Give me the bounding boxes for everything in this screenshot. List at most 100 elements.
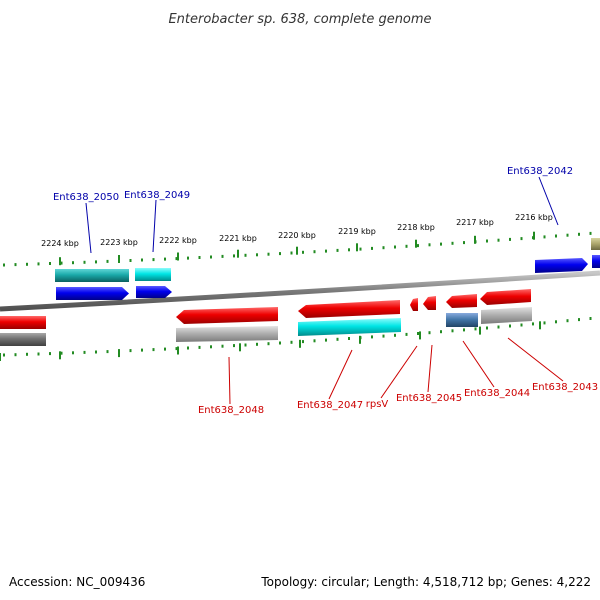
gene-label-ent638-2050[interactable]: Ent638_2050 xyxy=(53,192,119,203)
minor-tick xyxy=(3,263,5,267)
minor-tick xyxy=(244,343,247,347)
gene-feature-ent638-2048[interactable] xyxy=(176,326,278,342)
minor-tick xyxy=(451,241,454,245)
gene-label-ent638-2049[interactable]: Ent638_2049 xyxy=(124,190,190,201)
minor-tick xyxy=(106,259,109,263)
gene-feature[interactable] xyxy=(0,333,46,346)
minor-tick xyxy=(497,238,500,242)
minor-tick xyxy=(256,342,258,346)
gene-feature[interactable] xyxy=(55,269,129,282)
minor-tick xyxy=(348,337,350,340)
major-tick xyxy=(299,339,301,348)
major-tick xyxy=(415,239,417,248)
scale-label: 2221 kbp xyxy=(219,234,257,243)
minor-tick xyxy=(440,242,442,246)
minor-tick xyxy=(187,256,189,260)
minor-tick xyxy=(336,337,339,341)
minor-tick xyxy=(325,249,327,253)
accession-text: Accession: NC_009436 xyxy=(9,575,145,589)
minor-tick xyxy=(141,348,143,352)
cds-feature-rpsv[interactable] xyxy=(410,298,418,311)
minor-tick xyxy=(302,250,304,254)
minor-tick xyxy=(60,261,63,265)
gene-label-rpsv[interactable]: rpsV xyxy=(366,399,389,410)
major-tick xyxy=(0,353,1,361)
major-tick xyxy=(59,351,61,360)
scale-label: 2220 kbp xyxy=(278,231,316,240)
major-tick xyxy=(239,343,241,352)
scale-label: 2216 kbp xyxy=(515,213,553,222)
major-tick xyxy=(359,335,361,344)
major-tick xyxy=(118,349,120,358)
gene-feature-ent638-2047[interactable] xyxy=(298,318,401,336)
cds-feature-ent638-2049[interactable] xyxy=(136,286,172,298)
cds-feature-ent638-2047[interactable] xyxy=(298,300,400,318)
minor-tick xyxy=(589,231,592,235)
minor-tick xyxy=(313,339,316,343)
genome-backbone xyxy=(0,270,600,312)
minor-tick xyxy=(543,235,546,239)
minor-tick xyxy=(49,352,51,356)
cds-feature[interactable] xyxy=(592,255,600,268)
cds-feature-ent638-2050[interactable] xyxy=(56,287,129,300)
minor-tick xyxy=(256,253,258,257)
other-feature[interactable] xyxy=(591,238,600,250)
minor-tick xyxy=(210,255,212,259)
gene-label-ent638-2048[interactable]: Ent638_2048 xyxy=(198,405,264,416)
gene-feature-ent638-2044[interactable] xyxy=(446,313,478,327)
gene-label-ent638-2042[interactable]: Ent638_2042 xyxy=(507,166,573,177)
minor-tick xyxy=(474,327,477,331)
gene-label-ent638-2043[interactable]: Ent638_2043 xyxy=(532,382,598,393)
gene-feature-ent638-2043[interactable] xyxy=(481,307,532,324)
minor-tick xyxy=(371,335,373,339)
major-tick xyxy=(177,346,179,355)
minor-tick xyxy=(164,257,166,261)
minor-tick xyxy=(14,353,17,357)
minor-tick xyxy=(589,317,592,320)
major-tick xyxy=(356,243,358,252)
minor-tick xyxy=(486,239,488,243)
minor-tick xyxy=(509,324,511,328)
minor-tick xyxy=(313,250,316,254)
minor-tick xyxy=(497,325,500,329)
cds-feature[interactable] xyxy=(0,316,46,329)
gene-label-ent638-2047[interactable]: Ent638_2047 xyxy=(297,400,363,411)
minor-tick xyxy=(520,237,523,241)
minor-tick xyxy=(129,349,132,353)
major-tick xyxy=(177,252,179,261)
minor-tick xyxy=(428,243,431,247)
minor-tick xyxy=(532,322,534,326)
minor-tick xyxy=(555,234,557,238)
major-tick xyxy=(539,321,541,330)
minor-tick xyxy=(302,340,304,344)
cds-feature-ent638-2048[interactable] xyxy=(176,307,278,324)
minor-tick xyxy=(371,246,373,250)
minor-tick xyxy=(267,342,270,346)
scale-labels: 2224 kbp 2223 kbp 2222 kbp 2221 kbp 2220… xyxy=(41,213,553,248)
cds-feature-ent638-2045[interactable] xyxy=(423,296,436,310)
gene-label-ent638-2044[interactable]: Ent638_2044 xyxy=(464,388,530,399)
minor-tick xyxy=(198,256,201,259)
cds-feature-ent638-2042[interactable] xyxy=(535,258,588,273)
minor-tick xyxy=(428,331,431,335)
minor-tick xyxy=(267,252,270,256)
cds-feature-ent638-2043[interactable] xyxy=(480,289,531,305)
gene-feature[interactable] xyxy=(135,268,171,281)
minor-tick xyxy=(210,345,212,349)
leader-lines xyxy=(85,176,564,405)
minor-tick xyxy=(394,333,396,337)
minor-tick xyxy=(578,318,580,322)
minor-tick xyxy=(509,237,511,241)
major-tick xyxy=(479,326,481,335)
gene-label-ent638-2045[interactable]: Ent638_2045 xyxy=(396,393,462,404)
minor-tick xyxy=(279,252,281,256)
scale-label: 2219 kbp xyxy=(338,227,376,236)
major-tick xyxy=(59,257,61,266)
minor-tick xyxy=(187,346,189,350)
cds-feature-ent638-2044[interactable] xyxy=(446,294,477,308)
minor-tick xyxy=(359,247,362,251)
minor-tick xyxy=(37,262,40,266)
minor-tick xyxy=(175,347,178,351)
minor-tick xyxy=(394,245,396,249)
map-title: Enterobacter sp. 638, complete genome xyxy=(168,12,431,27)
